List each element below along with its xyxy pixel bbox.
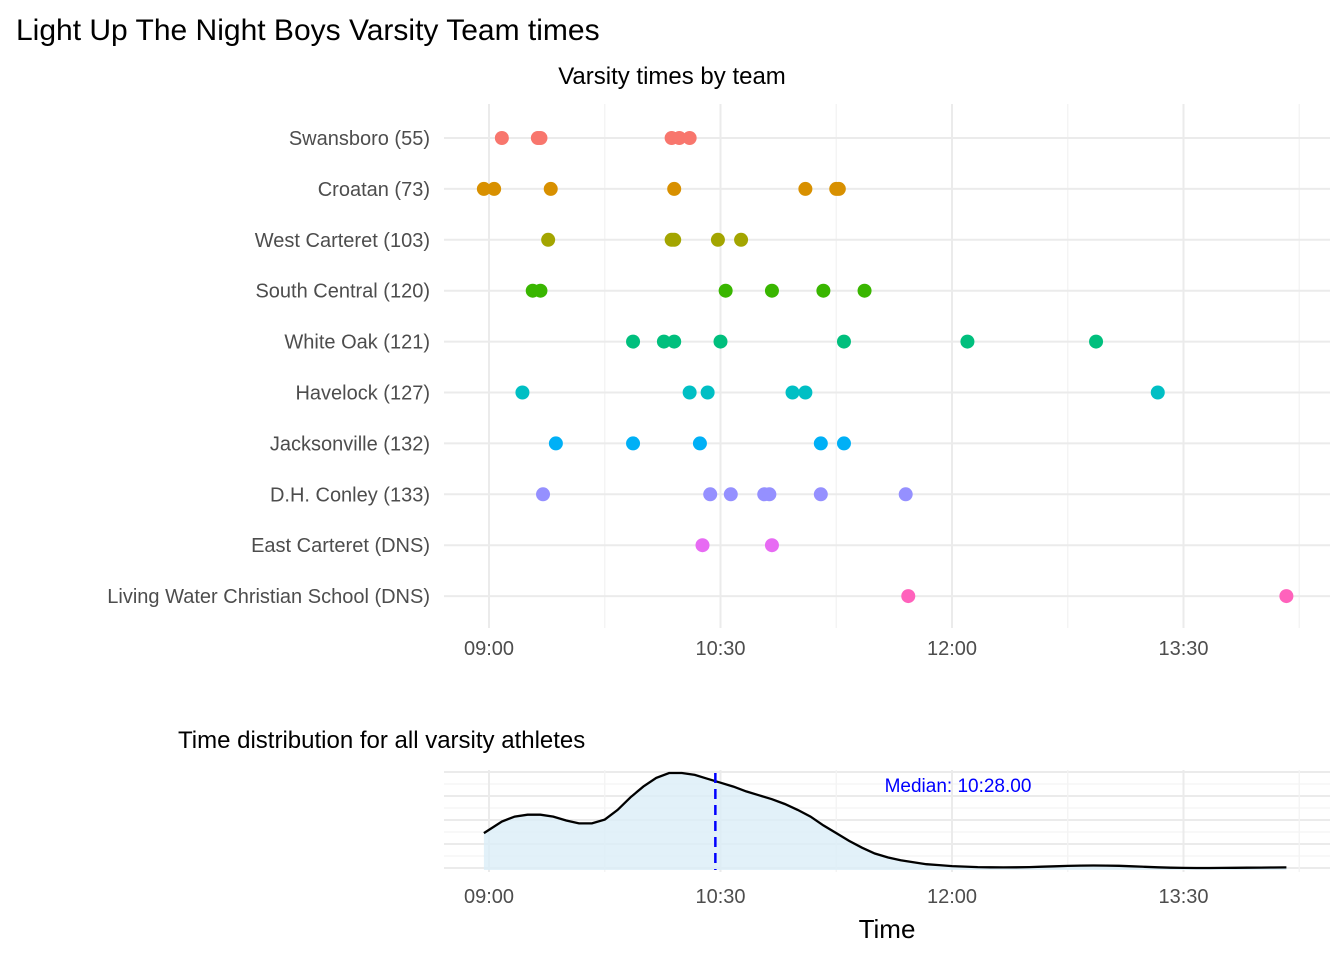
athlete-time-point: [1089, 334, 1104, 349]
athlete-time-point: [667, 232, 682, 247]
athlete-time-point: [901, 589, 916, 604]
athlete-time-point: [700, 385, 715, 400]
distribution-panel: Time distribution for all varsity athlet…: [178, 727, 1330, 944]
athlete-time-point: [764, 283, 779, 298]
athlete-time-point: [476, 181, 491, 196]
athlete-time-point: [798, 181, 813, 196]
team-panel-subtitle: Varsity times by team: [558, 63, 786, 90]
athlete-time-point: [515, 385, 530, 400]
athlete-time-point: [857, 283, 872, 298]
athlete-time-point: [762, 487, 777, 502]
athlete-time-point: [494, 131, 509, 145]
athlete-time-point: [695, 538, 710, 553]
athlete-time-point: [713, 334, 728, 349]
team-label: East Carteret (DNS): [251, 535, 430, 557]
team-label: Living Water Christian School (DNS): [107, 586, 430, 608]
distribution-panel-x-ticks: 09:00 10:30 12:00 13:30: [464, 886, 1209, 908]
athlete-time-point: [836, 436, 851, 451]
team-label: Jacksonville (132): [270, 433, 430, 455]
athlete-time-point: [548, 436, 563, 451]
x-tick-label: 12:00: [927, 886, 977, 908]
athlete-time-point: [626, 436, 641, 451]
athlete-time-point: [533, 131, 548, 145]
x-tick-label: 13:30: [1158, 638, 1208, 660]
athlete-time-point: [734, 232, 749, 247]
athlete-time-point: [1279, 589, 1294, 604]
chart-title: Light Up The Night Boys Varsity Team tim…: [16, 14, 600, 47]
athlete-time-point: [785, 385, 800, 400]
athlete-time-point: [682, 131, 697, 145]
team-times-panel: Varsity times by team Swansboro (55) Croa…: [107, 63, 1330, 660]
athlete-time-point: [831, 181, 846, 196]
athlete-time-point: [487, 181, 502, 196]
x-tick-label: 10:30: [695, 886, 745, 908]
athlete-time-point: [543, 181, 558, 196]
x-tick-label: 10:30: [695, 638, 745, 660]
athlete-time-point: [692, 436, 707, 451]
athlete-time-point: [718, 283, 733, 298]
distribution-panel-subtitle: Time distribution for all varsity athlet…: [178, 727, 585, 754]
x-tick-label: 13:30: [1158, 886, 1208, 908]
athlete-time-point: [656, 334, 671, 349]
athlete-time-point: [813, 487, 828, 502]
athlete-time-point: [813, 436, 828, 451]
team-label: Havelock (127): [295, 383, 430, 405]
athlete-time-point: [710, 232, 725, 247]
athlete-time-point: [1150, 385, 1165, 400]
athlete-time-point: [798, 385, 813, 400]
team-label: Croatan (73): [318, 179, 430, 201]
athlete-time-point: [533, 283, 548, 298]
team-label: D.H. Conley (133): [270, 484, 430, 506]
team-panel-x-ticks: 09:00 10:30 12:00 13:30: [464, 638, 1209, 660]
density-area: [483, 773, 1287, 870]
x-tick-label: 12:00: [927, 638, 977, 660]
team-labels: Swansboro (55) Croatan (73) West Carteret …: [107, 128, 430, 608]
team-panel-grid: [444, 104, 1330, 628]
athlete-time-point: [682, 385, 697, 400]
athlete-time-point: [816, 283, 831, 298]
team-label: Swansboro (55): [289, 128, 430, 150]
x-tick-label: 09:00: [464, 886, 514, 908]
athlete-time-point: [836, 334, 851, 349]
team-label: South Central (120): [255, 281, 430, 303]
athlete-time-point: [703, 487, 718, 502]
athlete-time-point: [667, 181, 682, 196]
athlete-time-point: [764, 538, 779, 553]
x-axis-title: Time: [859, 914, 916, 944]
team-label: West Carteret (103): [255, 230, 430, 252]
athlete-time-point: [723, 487, 738, 502]
athlete-time-point: [541, 232, 556, 247]
median-label: Median: 10:28.00: [885, 776, 1032, 797]
athlete-time-point: [672, 131, 687, 145]
athlete-time-point: [898, 487, 913, 502]
team-label: White Oak (121): [284, 332, 430, 354]
athlete-time-point: [626, 334, 641, 349]
x-tick-label: 09:00: [464, 638, 514, 660]
athlete-time-point: [960, 334, 975, 349]
density-line: [483, 771, 1287, 870]
athlete-time-point: [536, 487, 551, 502]
team-points: [476, 131, 1294, 604]
athlete-time-point: [667, 334, 682, 349]
